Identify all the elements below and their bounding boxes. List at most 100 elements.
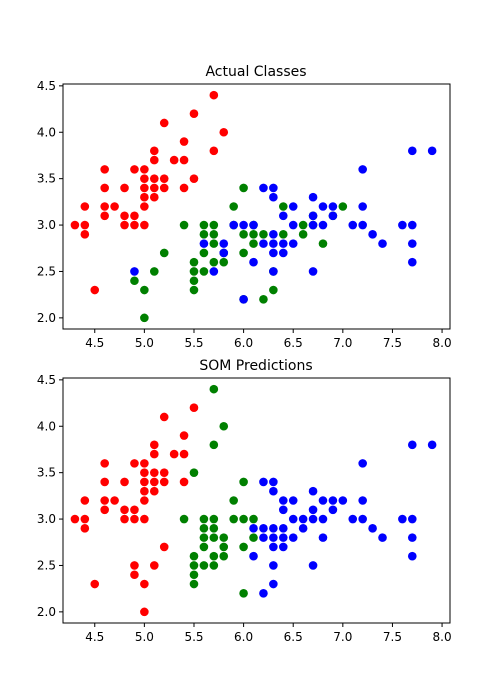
data-point (308, 561, 318, 570)
data-point (398, 514, 407, 524)
data-point (407, 146, 417, 156)
data-point (149, 192, 159, 202)
data-point (209, 384, 219, 394)
data-point (318, 496, 328, 505)
data-point (149, 267, 159, 276)
data-point (407, 239, 417, 248)
data-point (259, 533, 268, 542)
data-point (80, 524, 90, 533)
x-tick-label: 5.5 (184, 336, 203, 350)
data-point (179, 514, 189, 524)
data-point (130, 165, 139, 174)
data-point (219, 551, 229, 561)
data-point (199, 561, 209, 570)
data-point (140, 183, 149, 193)
x-tick-label: 6.5 (284, 336, 303, 350)
data-point (407, 257, 417, 267)
data-point (209, 146, 219, 156)
data-point (269, 542, 278, 552)
data-point (308, 192, 318, 202)
data-point (159, 183, 169, 193)
data-point (219, 239, 229, 248)
data-point (269, 533, 278, 542)
data-point (189, 570, 199, 580)
data-point (269, 248, 278, 258)
data-point (308, 267, 318, 276)
data-point (149, 440, 159, 450)
y-tick-label: 4.5 (37, 373, 56, 387)
axes-frame (62, 83, 451, 330)
data-point (278, 230, 288, 239)
data-point (189, 468, 199, 477)
data-point (407, 220, 417, 230)
data-point (189, 285, 199, 295)
x-tick-label: 7.0 (333, 630, 352, 644)
data-point (110, 202, 119, 211)
data-point (288, 496, 298, 505)
data-point (269, 561, 278, 570)
data-point (149, 477, 159, 487)
x-tick-label: 4.5 (85, 336, 104, 350)
data-point (189, 174, 199, 183)
data-point (80, 496, 90, 505)
y-tick-label: 2.0 (37, 311, 56, 325)
data-point (120, 183, 129, 193)
data-point (219, 127, 229, 137)
data-point (318, 220, 328, 230)
x-tick-label: 6.0 (234, 336, 253, 350)
data-point (100, 183, 109, 193)
data-point (199, 524, 209, 533)
x-axis: 4.5 5.0 5.5 6.0 6.5 7.0 7.5 8.0 (85, 329, 452, 350)
axes-frame (62, 377, 451, 624)
data-point (189, 561, 199, 570)
data-point (169, 449, 179, 459)
data-point (249, 533, 258, 542)
data-point (378, 533, 387, 542)
data-point (199, 248, 209, 258)
data-point (159, 468, 169, 477)
data-point (120, 477, 129, 487)
data-point (169, 155, 179, 165)
data-point (229, 220, 238, 230)
data-point (100, 202, 109, 211)
data-point (179, 431, 189, 440)
data-point (130, 459, 139, 468)
data-point (269, 477, 278, 487)
data-points (70, 384, 437, 617)
data-point (249, 257, 258, 267)
data-point (368, 230, 377, 239)
data-point (80, 514, 90, 524)
data-point (100, 211, 109, 221)
data-point (140, 192, 149, 202)
x-tick-label: 8.0 (433, 336, 452, 350)
data-point (318, 533, 328, 542)
data-point (149, 468, 159, 477)
data-point (130, 514, 139, 524)
data-point (179, 155, 189, 165)
data-point (179, 477, 189, 487)
data-point (259, 295, 268, 304)
data-point (278, 202, 288, 211)
data-point (159, 118, 169, 128)
data-point (130, 211, 139, 221)
data-point (130, 561, 139, 570)
data-point (288, 239, 298, 248)
x-tick-label: 6.5 (284, 630, 303, 644)
data-point (278, 239, 288, 248)
data-point (239, 589, 248, 598)
data-point (209, 230, 219, 239)
data-point (358, 514, 367, 524)
data-point (199, 220, 209, 230)
data-point (269, 579, 278, 589)
data-point (259, 183, 268, 193)
data-point (149, 449, 159, 459)
data-point (278, 533, 288, 542)
data-point (159, 477, 169, 487)
data-point (199, 542, 209, 552)
data-point (100, 477, 109, 487)
data-point (358, 496, 367, 505)
data-point (209, 267, 219, 276)
data-point (249, 551, 258, 561)
data-point (189, 403, 199, 413)
data-point (239, 248, 248, 258)
